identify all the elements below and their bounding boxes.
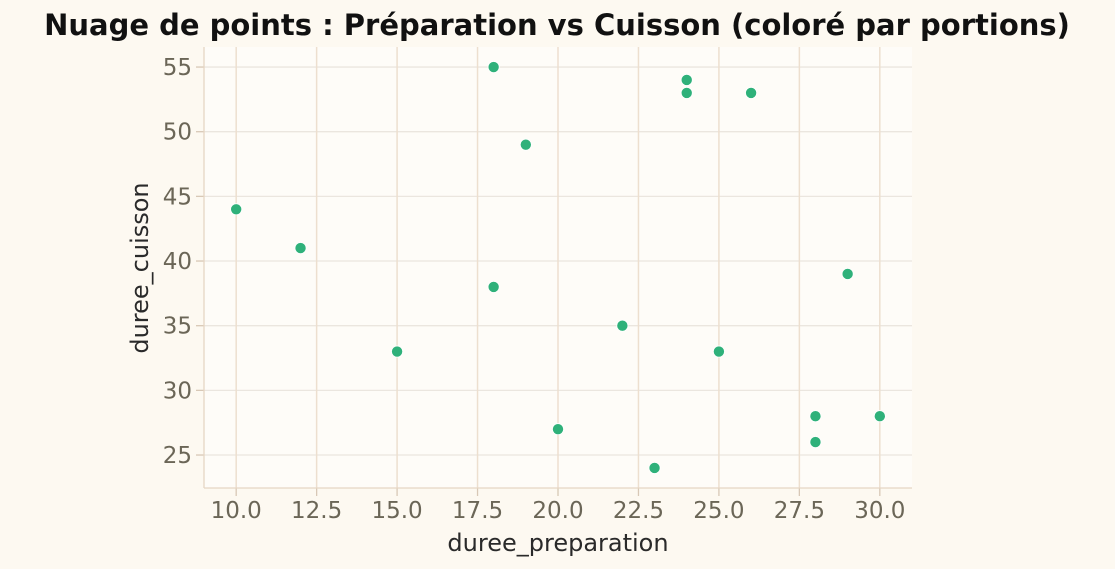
y-tick-label: 40	[163, 249, 192, 275]
chart-title: Nuage de points : Préparation vs Cuisson…	[44, 8, 1070, 42]
scatter-point	[680, 73, 693, 86]
scatter-point	[680, 86, 693, 99]
scatter-point	[809, 436, 822, 449]
y-tick-label: 25	[163, 443, 192, 469]
x-tick-label: 30.0	[854, 498, 905, 524]
y-tick-label: 55	[163, 55, 192, 81]
x-tick-label: 10.0	[211, 498, 262, 524]
y-tick-label: 50	[163, 120, 192, 146]
scatter-point	[873, 410, 886, 423]
x-tick-label: 17.5	[452, 498, 503, 524]
scatter-point	[294, 242, 307, 255]
scatter-point	[552, 423, 565, 436]
y-tick-label: 45	[163, 184, 192, 210]
scatter-point	[519, 138, 532, 151]
y-tick-label: 35	[163, 314, 192, 340]
x-tick-label: 12.5	[291, 498, 342, 524]
scatter-point	[487, 280, 500, 293]
scatter-point	[712, 345, 725, 358]
x-tick-label: 27.5	[774, 498, 825, 524]
axes	[196, 47, 912, 496]
scatter-point	[809, 410, 822, 423]
scatter-point	[841, 267, 854, 280]
x-tick-label: 25.0	[693, 498, 744, 524]
scatter-point	[616, 319, 629, 332]
data-points	[230, 61, 886, 474]
scatter-point	[745, 86, 758, 99]
x-tick-label: 20.0	[532, 498, 583, 524]
scatter-point	[487, 61, 500, 74]
scatter-point	[391, 345, 404, 358]
grid-lines	[204, 47, 912, 488]
scatter-point	[648, 461, 661, 474]
scatter-point	[230, 203, 243, 216]
tick-labels: 25 30 35 40 45 50 55 10.0 12.5 15.0 17.5 20.0 22.5 25…	[163, 55, 906, 524]
y-tick-label: 30	[163, 378, 192, 404]
x-tick-label: 15.0	[371, 498, 422, 524]
x-tick-label: 22.5	[613, 498, 664, 524]
y-axis-label: duree_cuisson	[126, 182, 154, 353]
x-axis-label: duree_preparation	[447, 529, 668, 557]
